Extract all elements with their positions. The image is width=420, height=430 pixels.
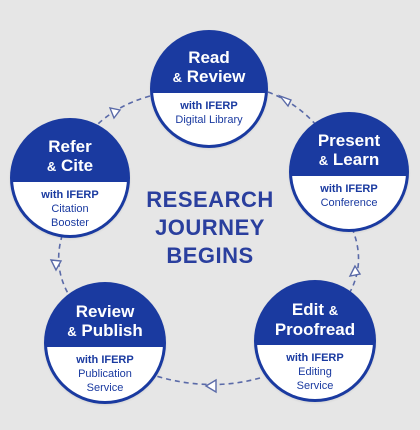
node-title: Refer xyxy=(48,136,92,156)
ampersand: & xyxy=(46,158,57,174)
connector-edit-to-publish xyxy=(155,375,261,386)
arrowhead-icon xyxy=(204,378,217,394)
arrowhead-icon xyxy=(108,107,122,120)
node-service: Service xyxy=(86,381,124,394)
node-service: Citation xyxy=(51,202,89,215)
arrowhead-icon xyxy=(277,94,292,108)
node-service: Conference xyxy=(320,196,378,209)
node-title: Cite xyxy=(61,155,94,175)
node-with-label: with IFERP xyxy=(76,353,134,366)
node-service: Service xyxy=(296,379,334,392)
node-refer-cite: Refer & Cite with IFERP Citation Booster xyxy=(10,118,130,238)
center-heading-line: BEGINS xyxy=(166,243,254,268)
connector-publish-to-cite xyxy=(57,235,73,301)
node-service: Publication xyxy=(78,367,132,380)
node-title: Publish xyxy=(81,320,143,340)
ampersand: & xyxy=(67,323,77,339)
center-heading: RESEARCH JOURNEY BEGINS xyxy=(120,186,300,270)
node-title: Learn xyxy=(332,149,380,169)
node-title: Review xyxy=(186,66,246,86)
ampersand: & xyxy=(318,152,329,168)
center-heading-line: RESEARCH xyxy=(146,187,274,212)
node-header: Review & Publish xyxy=(47,285,163,347)
node-title: Read xyxy=(188,47,230,67)
node-with-label: with IFERP xyxy=(320,182,378,195)
node-title: Review xyxy=(75,301,135,321)
node-header: Read & Review xyxy=(153,33,265,93)
node-edit-proofread: Edit & Proofread with IFERP Editing Serv… xyxy=(254,280,376,402)
node-header: Edit & Proofread xyxy=(257,283,373,345)
arrowhead-icon xyxy=(49,259,63,272)
center-heading-line: JOURNEY xyxy=(155,215,265,240)
node-service: Digital Library xyxy=(175,113,243,126)
ampersand: & xyxy=(328,302,339,318)
node-review-publish: Review & Publish with IFERP Publication … xyxy=(44,282,166,404)
ampersand: & xyxy=(172,69,183,85)
node-read-review: Read & Review with IFERP Digital Library xyxy=(150,30,268,148)
node-header: Present & Learn xyxy=(292,115,406,176)
arrowhead-icon xyxy=(348,264,362,277)
node-with-label: with IFERP xyxy=(286,351,344,364)
node-title: Edit xyxy=(291,299,324,319)
node-body: with IFERP Digital Library xyxy=(153,92,265,145)
connector-cite-to-read xyxy=(91,95,151,131)
node-with-label: with IFERP xyxy=(41,188,99,201)
node-title: Present xyxy=(317,130,381,150)
node-service: Booster xyxy=(51,216,89,229)
node-present-learn: Present & Learn with IFERP Conference xyxy=(289,112,409,232)
node-service: Editing xyxy=(298,365,332,378)
node-with-label: with IFERP xyxy=(180,99,238,112)
node-header: Refer & Cite xyxy=(13,121,127,182)
connector-present-to-edit xyxy=(349,227,360,293)
node-title: Proofread xyxy=(274,319,356,339)
